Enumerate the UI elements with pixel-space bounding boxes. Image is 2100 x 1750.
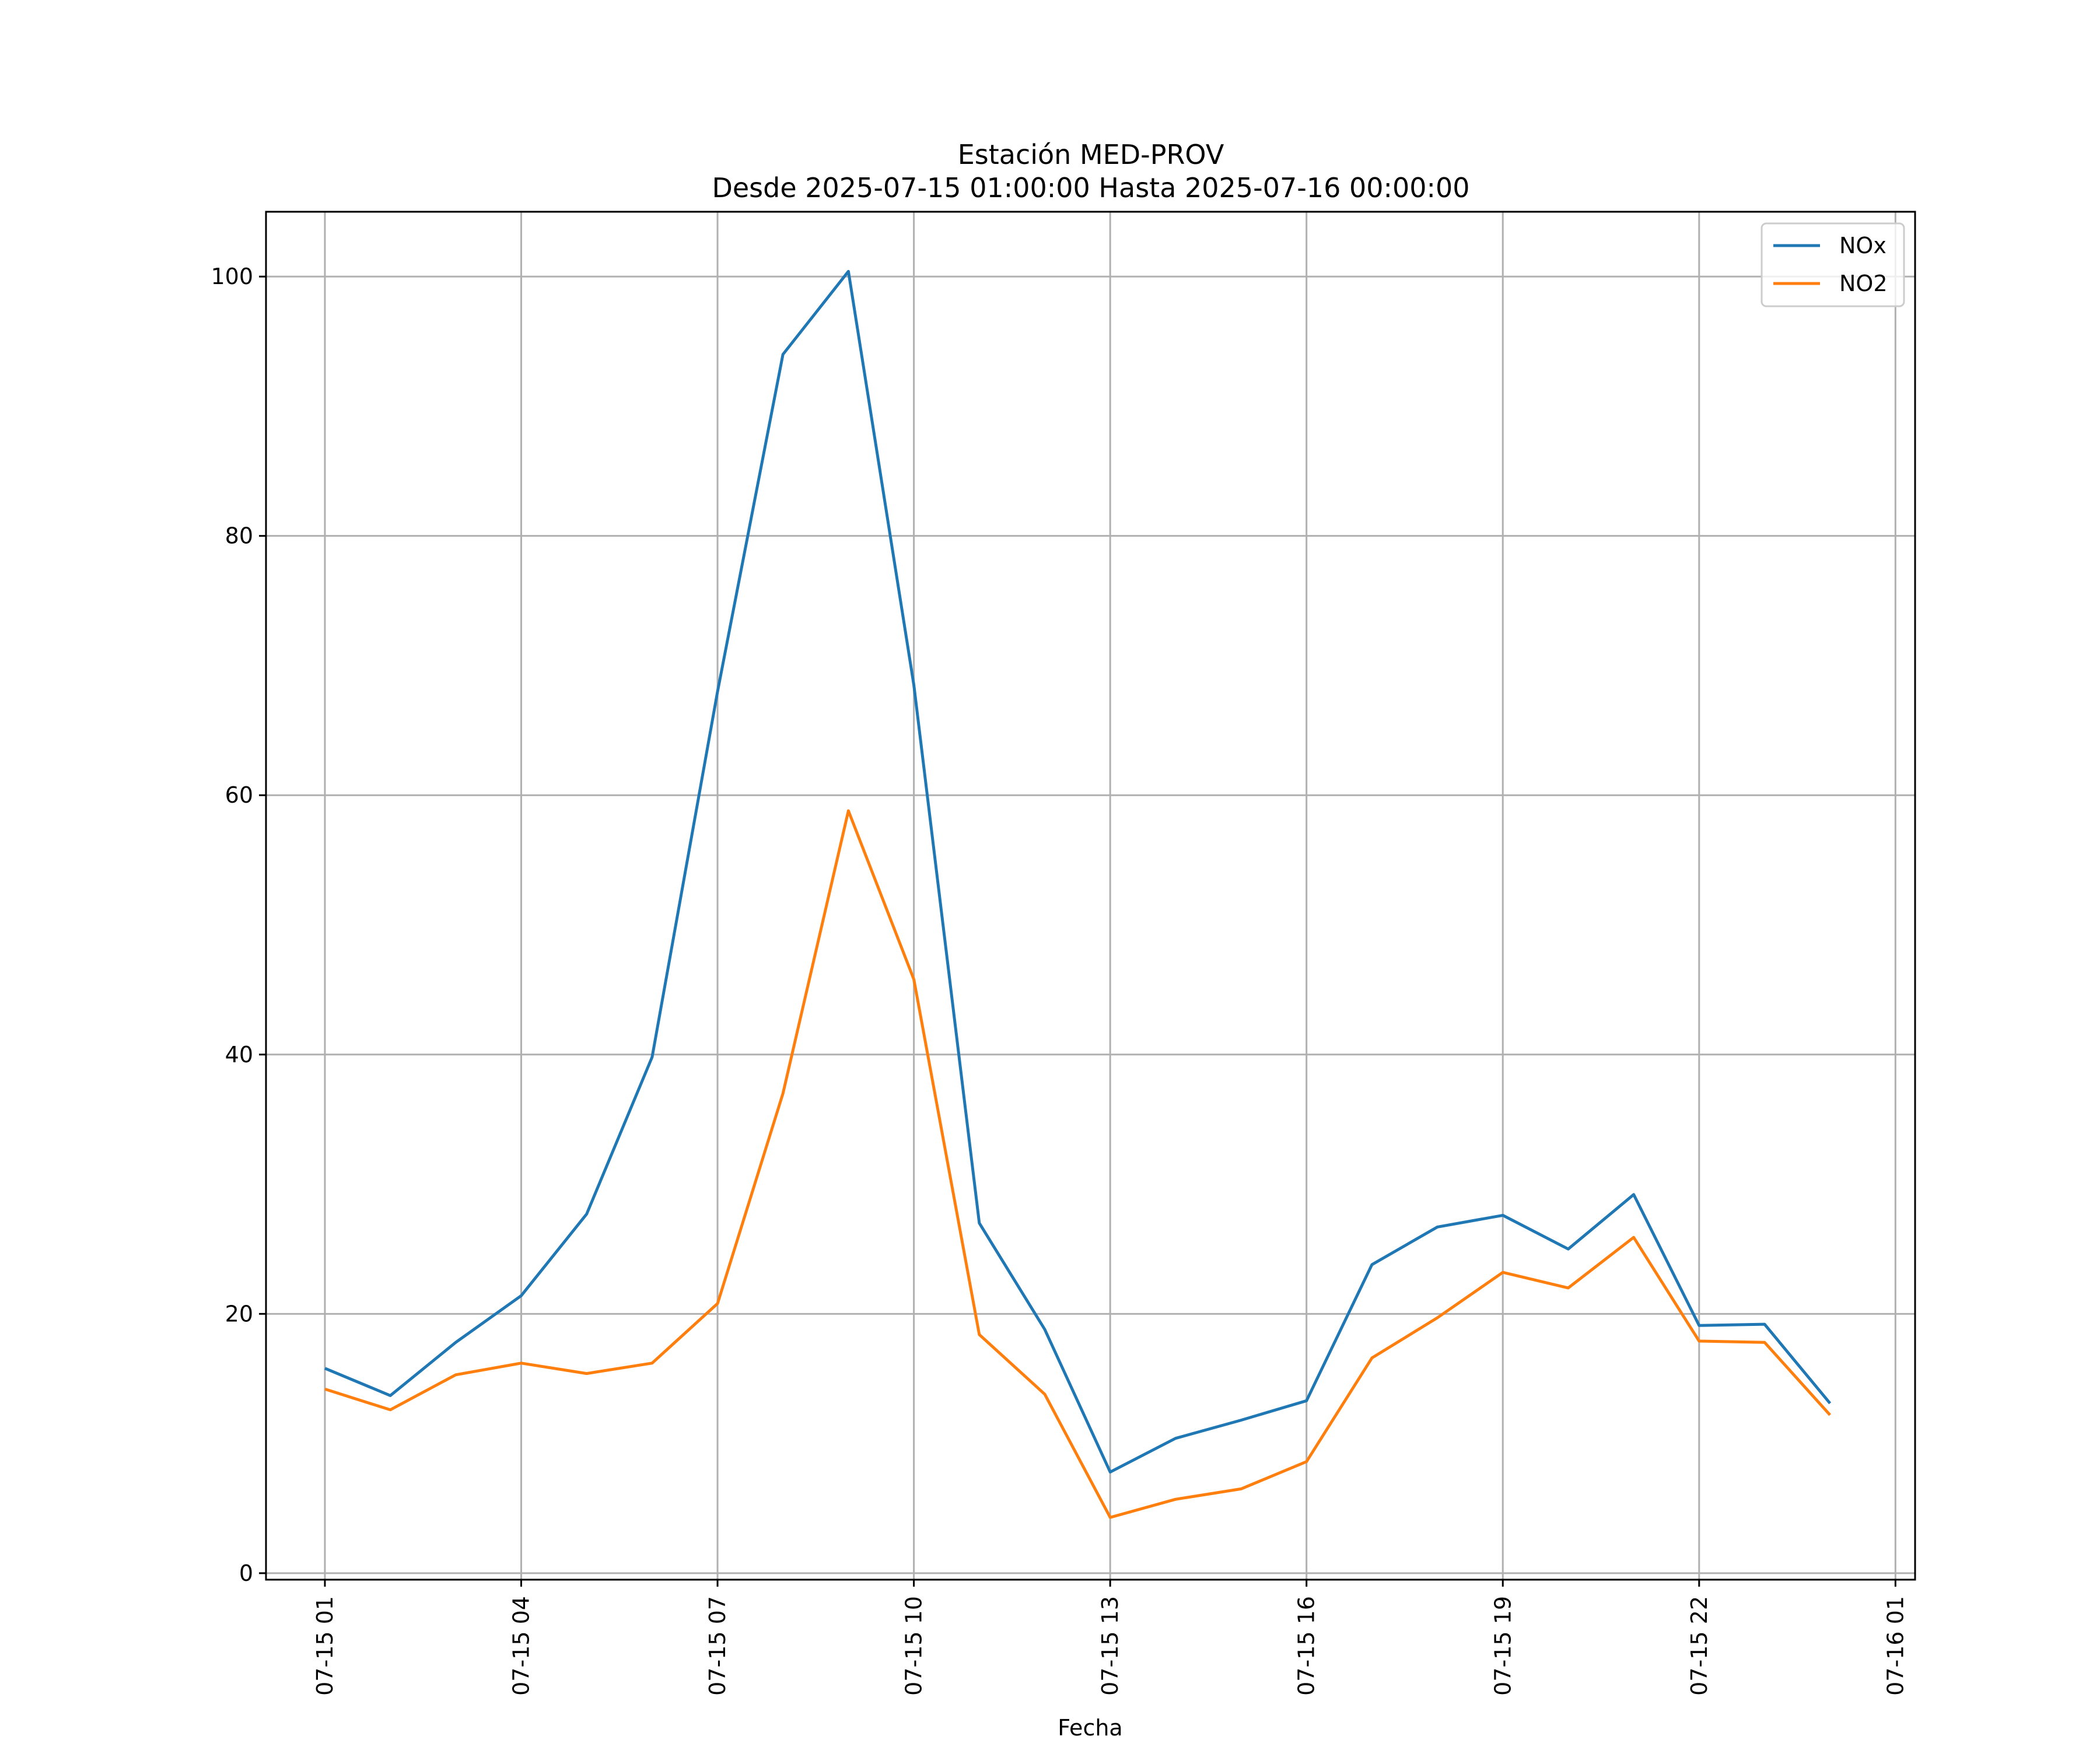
x-tick-label: 07-15 01 — [312, 1596, 338, 1696]
y-tick-label: 0 — [239, 1560, 253, 1586]
axes: 07-15 01 07-15 04 07-15 07 07-15 10 07-15 13… — [211, 264, 1908, 1696]
x-tick-label: 07-16 01 — [1882, 1596, 1908, 1696]
y-tick-label: 80 — [225, 523, 253, 549]
y-tick-label: 20 — [225, 1301, 253, 1326]
y-tick-label: 60 — [225, 782, 253, 808]
x-tick-label: 07-15 22 — [1686, 1596, 1712, 1696]
x-tick-label: 07-15 13 — [1097, 1596, 1123, 1696]
chart-subtitle: Desde 2025-07-15 01:00:00 Hasta 2025-07-… — [712, 172, 1469, 204]
series-line-nox — [324, 270, 1832, 1474]
x-tick-label: 07-15 07 — [705, 1596, 730, 1696]
y-tick-label: 40 — [225, 1042, 253, 1068]
x-tick-label: 07-15 16 — [1294, 1596, 1320, 1696]
x-tick-label: 07-15 04 — [509, 1596, 534, 1696]
y-tick-label: 100 — [211, 264, 253, 289]
chart-title: Estación MED-PROV — [958, 139, 1224, 170]
legend: NOx NO2 — [1760, 222, 1905, 307]
series — [324, 270, 1832, 1519]
x-tick-label: 07-15 19 — [1490, 1596, 1516, 1696]
grid — [266, 212, 1915, 1580]
legend-nox-label: NOx — [1839, 233, 1887, 258]
x-tick-label: 07-15 10 — [901, 1596, 927, 1696]
plot-frame — [265, 211, 1916, 1581]
series-line-no2 — [324, 809, 1832, 1519]
x-axis-label: Fecha — [1058, 1715, 1122, 1741]
legend-no2-label: NO2 — [1839, 271, 1888, 296]
